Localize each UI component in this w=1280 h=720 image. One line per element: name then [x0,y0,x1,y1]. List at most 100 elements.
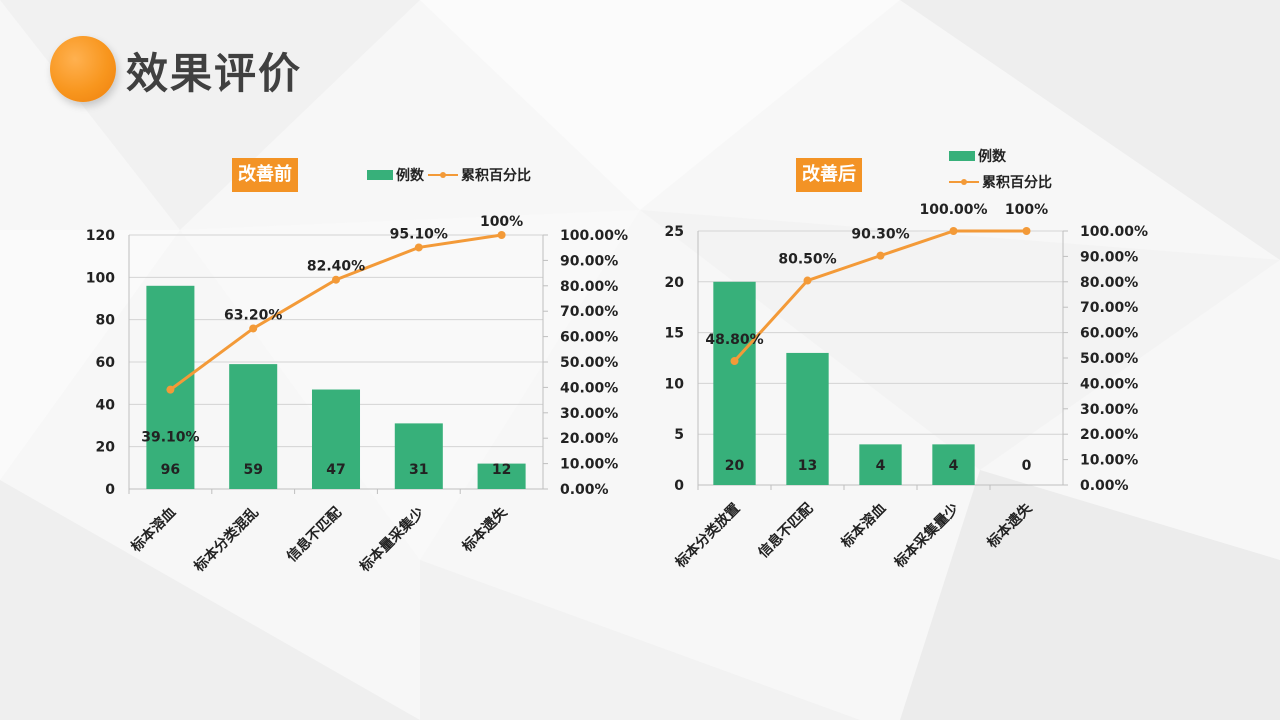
cumulative-value-label: 100% [480,214,523,230]
y-tick-label: 60 [96,355,116,371]
bar [786,352,829,485]
x-category-label: 标本遗失 [983,499,1036,552]
bar-value-label: 4 [949,458,959,474]
legend-line-label: 累积百分比 [982,175,1052,191]
x-category-label: 信息不匹配 [755,500,817,562]
bar-value-label: 96 [161,462,180,478]
bar [477,463,526,489]
title-orange-circle [50,36,116,102]
bar-value-label: 0 [1022,458,1032,474]
cumulative-value-label: 63.20% [224,307,282,323]
x-category-label: 标本溶血 [127,504,179,556]
y2-tick-label: 100.00% [560,228,628,244]
y2-tick-label: 100.00% [1080,224,1148,240]
y2-tick-label: 40.00% [560,380,618,396]
chart-title-after: 改善后 [796,158,862,192]
y-tick-label: 15 [665,326,684,342]
chart-title-before: 改善前 [232,158,298,192]
y2-tick-label: 0.00% [1080,478,1129,494]
legend-line-swatch [949,177,979,187]
x-category-label: 标本分类放置 [671,500,743,572]
x-category-label: 标本遗失 [458,503,511,556]
bar [229,364,278,489]
x-category-label: 标本溶血 [837,500,889,552]
cumulative-point [803,276,812,285]
y2-tick-label: 60.00% [1080,326,1138,342]
y2-tick-label: 0.00% [560,482,609,498]
y-tick-label: 25 [665,224,684,240]
y-tick-label: 120 [86,228,115,244]
cumulative-point [166,385,175,394]
bar-value-label: 13 [798,458,817,474]
cumulative-value-label: 82.40% [307,259,365,275]
cumulative-value-label: 48.80% [705,332,763,348]
y2-tick-label: 10.00% [1080,453,1138,469]
bar-value-label: 4 [876,458,886,474]
y2-tick-label: 30.00% [560,406,618,422]
x-category-label: 标本量采集少 [356,504,428,576]
cumulative-point [332,275,340,284]
y-tick-label: 20 [665,275,685,291]
bar [859,444,902,485]
cumulative-point [730,357,739,366]
chart-after: 0 5 10 15 20 25 0.00% 10.00% 20.00% 30.00% 40.00% 5… [665,202,1149,572]
bar-value-label: 59 [243,462,262,478]
cumulative-point [1022,227,1031,235]
legend-bar-label: 例数 [978,149,1006,165]
y2-tick-label: 40.00% [1080,376,1138,392]
y2-tick-label: 50.00% [1080,351,1138,367]
y2-tick-label: 60.00% [560,330,618,346]
x-category-label: 标本采集量少 [890,500,962,572]
y2-tick-label: 20.00% [1080,427,1138,443]
legend-line-label: 累积百分比 [461,168,531,184]
cumulative-value-label: 39.10% [141,430,199,446]
y2-tick-label: 80.00% [560,279,618,295]
bar-value-label: 47 [326,462,345,478]
cumulative-value-label: 100.00% [919,202,987,218]
y2-tick-label: 90.00% [1080,249,1138,265]
legend-line-swatch [428,170,458,180]
bar-value-label: 31 [409,462,428,478]
cumulative-line [733,229,1027,363]
y-tick-label: 5 [674,427,684,443]
y-tick-label: 100 [86,270,115,286]
chart-before: 0 20 40 60 80 100 120 0.00% 10.00% 20.00% 30.00% 40… [86,214,628,576]
cumulative-point [249,324,258,333]
y-tick-label: 10 [665,376,685,392]
y2-tick-label: 70.00% [1080,300,1138,316]
y-tick-label: 0 [105,482,115,498]
x-category-label: 信息不匹配 [283,504,345,566]
y-tick-label: 40 [96,397,116,413]
cumulative-value-label: 90.30% [851,227,909,243]
bar [394,423,443,489]
cumulative-point [949,227,958,235]
y2-tick-label: 50.00% [560,355,618,371]
cumulative-point [414,243,423,252]
page-title: 效果评价 [126,49,303,98]
cumulative-value-label: 100% [1005,202,1048,218]
legend-after: 例数 累积百分比 [949,146,1052,192]
cumulative-point [497,231,506,239]
bar-value-label: 20 [725,458,745,474]
legend-bar-swatch [949,151,975,161]
cumulative-point [876,251,885,260]
bar [311,389,361,489]
legend-bar-swatch [367,170,393,180]
legend-bar-label: 例数 [396,168,424,184]
cumulative-value-label: 95.10% [390,226,448,242]
y2-tick-label: 80.00% [1080,275,1138,291]
y2-tick-label: 20.00% [560,431,618,447]
y2-tick-label: 30.00% [1080,402,1138,418]
y-tick-label: 20 [96,440,116,456]
y2-tick-label: 90.00% [560,253,618,269]
y-tick-label: 80 [96,313,116,329]
bar-value-label: 12 [492,462,511,478]
cumulative-value-label: 80.50% [778,252,836,268]
bar [932,444,975,485]
y2-tick-label: 10.00% [560,457,618,473]
y-tick-label: 0 [674,478,684,494]
bar [713,281,756,485]
x-category-label: 标本分类混乱 [190,504,262,576]
